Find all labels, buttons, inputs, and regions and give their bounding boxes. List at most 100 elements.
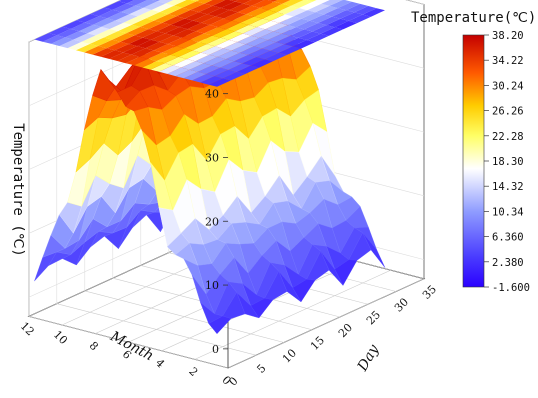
- plane-patch: [182, 1, 205, 10]
- colorbar-tick-label: 14.32: [492, 181, 524, 193]
- plane-patch: [156, 54, 179, 64]
- plane-patch: [65, 31, 88, 40]
- plane-patch: [56, 28, 79, 38]
- plane-patch: [179, 20, 202, 30]
- plane-patch: [190, 33, 213, 42]
- plane-patch: [290, 0, 313, 8]
- plane-patch: [211, 59, 235, 68]
- plane-patch: [274, 0, 291, 4]
- plane-patch: [98, 9, 121, 19]
- plane-patch: [264, 52, 287, 62]
- plane-patch: [278, 46, 301, 55]
- plane-patch: [287, 18, 310, 28]
- z-tick-label: 20: [205, 215, 219, 228]
- plane-patch: [167, 37, 190, 47]
- plane-patch: [87, 26, 110, 36]
- plane-patch: [164, 56, 187, 66]
- plane-patch: [223, 12, 246, 21]
- plane-patch: [137, 9, 160, 19]
- plane-patch: [159, 35, 182, 44]
- day-tick-label: 25: [364, 308, 383, 327]
- plane-patch: [282, 0, 304, 6]
- grid-line: [28, 0, 122, 43]
- plane-patch: [135, 0, 158, 8]
- day-tick-label: 20: [336, 321, 355, 340]
- plane-patch: [214, 39, 238, 49]
- plane-patch: [34, 33, 57, 42]
- plane-patch: [242, 27, 266, 36]
- plane-patch: [334, 20, 357, 30]
- plane-patch: [145, 12, 169, 21]
- plane-patch: [326, 18, 349, 28]
- plane-patch: [154, 14, 177, 23]
- plane-patch: [276, 5, 299, 15]
- plane-patch: [306, 0, 317, 2]
- plane-patch: [215, 10, 238, 19]
- plane-patch: [292, 40, 315, 49]
- plane-patch: [301, 12, 324, 21]
- colorbar: Temperature(℃) 38.20 34.22 30.24 26.26 22.28 1…: [411, 10, 536, 294]
- plane-patch: [67, 41, 90, 51]
- month-tick-label: 10: [51, 328, 70, 347]
- plane-patch: [115, 14, 138, 23]
- plane-patch: [228, 63, 251, 72]
- plane-patch: [276, 35, 299, 45]
- plane-patch: [228, 33, 252, 42]
- plane-patch: [251, 0, 274, 8]
- plane-patch: [42, 35, 65, 44]
- plane-patch: [100, 50, 124, 59]
- grid-line: [28, 316, 229, 369]
- plane-patch: [95, 29, 118, 38]
- plane-patch: [212, 0, 236, 8]
- plane-patch: [321, 0, 343, 6]
- day-tick-label: 5: [254, 362, 268, 376]
- day-tick-label: 30: [392, 295, 411, 314]
- day-axis-label: Day: [354, 341, 383, 375]
- plane-patch: [198, 35, 221, 45]
- plane-patch: [196, 0, 213, 4]
- plane-patch: [151, 3, 174, 12]
- plane-patch: [279, 16, 302, 26]
- plane-patch: [187, 22, 210, 32]
- z-tick-label: 0: [212, 343, 219, 356]
- plane-patch: [229, 3, 252, 13]
- plane-patch: [109, 52, 132, 61]
- plane-patch: [170, 48, 193, 57]
- plane-patch: [120, 35, 143, 44]
- plane-patch: [109, 22, 132, 32]
- colorbar-tick-label: 38.20: [492, 30, 524, 42]
- plane-patch: [173, 29, 196, 38]
- colorbar-tick-label: 10.34: [492, 206, 524, 218]
- plane-patch: [208, 78, 231, 87]
- plane-patch: [284, 8, 308, 17]
- plane-patch: [193, 14, 216, 23]
- plane-patch: [192, 74, 215, 83]
- plane-patch: [107, 11, 130, 21]
- plane-patch: [239, 46, 263, 55]
- plane-patch: [162, 16, 185, 25]
- plane-patch: [117, 24, 141, 34]
- plane-patch: [204, 0, 226, 6]
- plane-patch: [143, 1, 166, 10]
- plane-patch: [178, 50, 201, 59]
- plane-patch: [203, 56, 226, 66]
- plane-patch: [284, 37, 307, 47]
- plane-patch: [201, 16, 224, 25]
- plane-patch: [248, 18, 271, 28]
- plane-patch: [222, 71, 245, 81]
- surface-patch: [208, 315, 232, 335]
- plane-patch: [173, 0, 197, 8]
- plane-patch: [260, 1, 283, 11]
- day-tick-label: 10: [280, 346, 299, 365]
- plane-patch: [312, 25, 335, 34]
- plane-patch: [93, 18, 116, 27]
- plane-patch: [112, 33, 135, 42]
- plane-patch: [254, 10, 277, 19]
- z-tick-label: 10: [205, 279, 219, 292]
- plane-patch: [89, 37, 113, 46]
- plane-patch: [126, 0, 148, 6]
- plane-patch: [348, 14, 371, 24]
- plane-patch: [184, 42, 207, 51]
- plane-patch: [309, 14, 333, 23]
